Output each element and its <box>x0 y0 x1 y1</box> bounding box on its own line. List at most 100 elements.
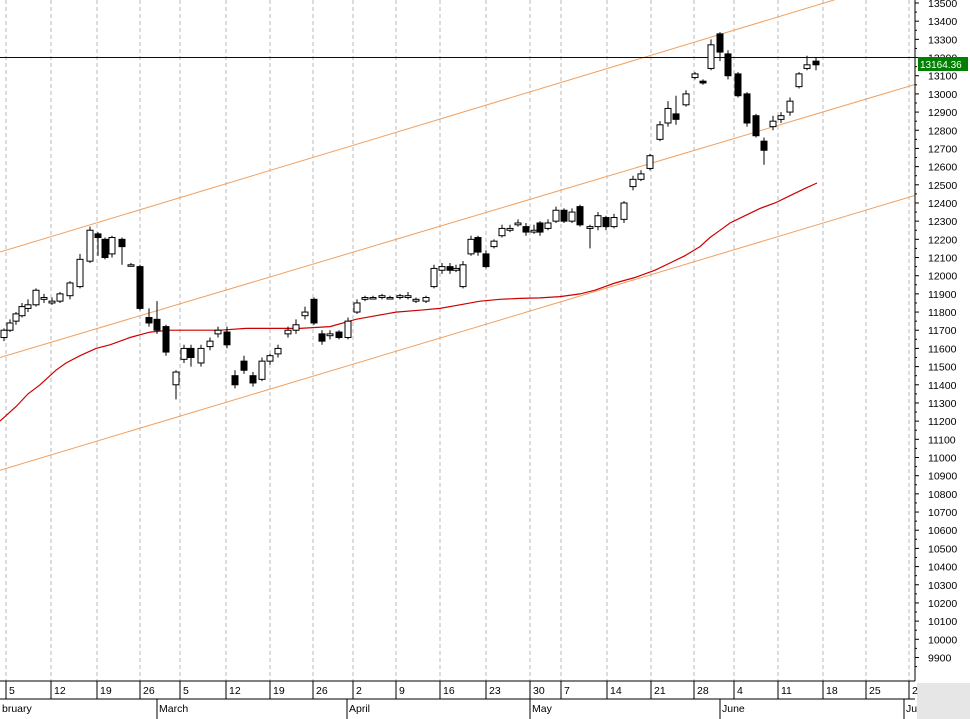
candle-89 <box>743 92 751 127</box>
candle-body-down <box>187 347 195 359</box>
candle-body-up <box>180 347 188 360</box>
price-tick-label: 12400 <box>928 198 957 210</box>
candle-body-up <box>108 237 116 255</box>
channel-line-2 <box>0 194 918 471</box>
candle-46 <box>386 295 394 300</box>
candle-body-up <box>664 107 672 124</box>
candle-body-down <box>153 318 161 331</box>
trend-channel-lines <box>0 0 918 471</box>
candle-body-down <box>752 115 760 137</box>
candle-body-up <box>266 355 274 362</box>
price-tick-label: 10500 <box>928 543 957 555</box>
candle-35 <box>292 319 300 334</box>
price-tick-label: 10200 <box>928 598 957 610</box>
date-tick-label: 2 <box>356 685 362 697</box>
candle-7 <box>48 297 56 305</box>
date-tick-label: 16 <box>443 685 455 697</box>
price-tick-label: 10600 <box>928 525 957 537</box>
moving-average-path <box>0 182 818 422</box>
candle-8 <box>56 292 64 303</box>
price-tick-label: 11100 <box>928 434 956 446</box>
candle-body-up <box>344 320 352 339</box>
candle-body-down <box>536 222 544 233</box>
date-tick-label: 9 <box>399 685 405 697</box>
candle-body-up <box>769 120 777 128</box>
candle-81 <box>672 95 680 125</box>
candle-85 <box>707 39 715 71</box>
moving-average-line <box>0 182 818 422</box>
candle-body-up <box>258 360 266 380</box>
candle-body-down <box>446 266 454 271</box>
candle-body-down <box>576 206 584 226</box>
candle-body-down <box>724 53 732 77</box>
candle-6 <box>40 293 48 303</box>
candle-body-up <box>467 238 475 255</box>
date-tick-label: 18 <box>826 685 838 697</box>
candle-77 <box>637 170 645 182</box>
date-tick-label: 7 <box>564 685 570 697</box>
candle-body-up <box>656 124 664 140</box>
candle-body-down <box>474 237 482 253</box>
candle-68 <box>560 208 568 223</box>
date-tick-label: 19 <box>273 685 285 697</box>
price-tick-label: 11300 <box>928 398 957 410</box>
candle-58 <box>482 250 490 269</box>
date-tick-label: 30 <box>533 685 545 697</box>
price-tick-label: 9900 <box>928 652 952 664</box>
candle-4 <box>24 299 32 313</box>
candle-body-up <box>459 264 467 288</box>
candle-body-up <box>404 295 412 299</box>
candle-body-up <box>430 267 438 288</box>
candle-25 <box>206 337 214 351</box>
candle-body-down <box>145 317 153 324</box>
candle-body-up <box>369 297 377 300</box>
price-tick-label: 13000 <box>928 89 957 101</box>
candle-44 <box>369 295 377 300</box>
candle-49 <box>412 297 420 303</box>
candle-body-down <box>734 73 742 97</box>
price-tick-label: 12600 <box>928 162 957 174</box>
candle-body-up <box>586 226 594 229</box>
candle-36 <box>301 306 309 320</box>
price-tick-label: 10700 <box>928 507 957 519</box>
candle-body-up <box>498 227 506 237</box>
price-axis: 9900 10000 10100 10200 10300 10400 10500 10600 1… <box>914 0 970 681</box>
candle-body-down <box>760 140 768 151</box>
candle-body-down <box>249 375 257 384</box>
price-tick-label: 12800 <box>928 125 957 137</box>
price-tick-label: 11600 <box>928 343 957 355</box>
date-tick-label: 4 <box>737 685 743 697</box>
candle-54 <box>452 264 460 273</box>
price-tick-label: 12100 <box>928 253 957 265</box>
candle-24 <box>197 344 205 367</box>
candle-1 <box>6 319 14 333</box>
candle-88 <box>734 72 742 98</box>
candle-19 <box>153 301 161 334</box>
date-tick-label: 28 <box>697 685 709 697</box>
last-price-value: 13164.36 <box>920 60 962 71</box>
candle-92 <box>769 115 777 131</box>
price-tick-label: 11500 <box>928 362 957 374</box>
candle-body-up <box>6 322 14 331</box>
date-tick-label: 2 <box>912 685 918 697</box>
candle-body-up <box>610 217 618 228</box>
candle-65 <box>536 221 544 236</box>
candle-60 <box>498 224 506 238</box>
candle-50 <box>422 295 430 303</box>
candle-13 <box>101 237 109 260</box>
price-tick-label: 11200 <box>928 416 957 428</box>
candle-body-down <box>716 33 724 53</box>
candle-67 <box>552 206 560 223</box>
candle-63 <box>522 222 530 236</box>
candle-body-up <box>24 304 32 309</box>
candle-9 <box>66 281 74 300</box>
candle-body-up <box>691 73 699 79</box>
candle-body-down <box>240 360 248 371</box>
date-tick-label: 5 <box>183 685 189 697</box>
candle-body-up <box>301 311 309 317</box>
candle-16 <box>127 262 135 267</box>
last-price-label: 13164.36 <box>918 57 968 71</box>
candle-94 <box>786 97 794 116</box>
